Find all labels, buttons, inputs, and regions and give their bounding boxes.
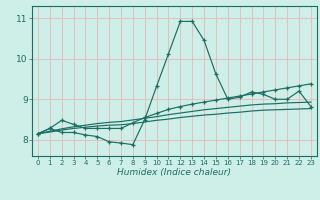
X-axis label: Humidex (Indice chaleur): Humidex (Indice chaleur) bbox=[117, 168, 231, 177]
